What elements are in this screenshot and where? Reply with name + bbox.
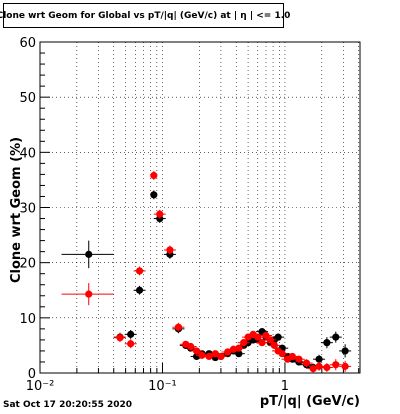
- data-point: [113, 333, 126, 343]
- data-point: [133, 285, 146, 295]
- data-point: [190, 347, 203, 355]
- data-point: [61, 240, 114, 269]
- x-tick-label: 10⁻²: [26, 379, 55, 394]
- data-point: [153, 209, 166, 219]
- data-point: [251, 333, 264, 341]
- x-axis-label: pT/|q| (GeV/c): [260, 394, 360, 409]
- data-point: [124, 329, 137, 339]
- data-point: [320, 337, 333, 349]
- data-point: [313, 361, 326, 371]
- data-point: [61, 283, 114, 306]
- data-point: [276, 350, 289, 358]
- data-point: [150, 171, 158, 180]
- data-point: [264, 336, 277, 344]
- data-point: [300, 359, 313, 367]
- data-point: [232, 344, 245, 352]
- data-point: [237, 339, 250, 347]
- data-point: [329, 359, 342, 371]
- data-point: [320, 363, 333, 372]
- y-tick-label: 20: [19, 257, 36, 272]
- chart-title: Clone wrt Geom for Global vs pT/|q| (GeV…: [0, 3, 290, 28]
- data-point: [292, 355, 305, 363]
- y-axis-label: Clone wrt Geom (%): [9, 137, 24, 283]
- data-points: [61, 171, 352, 373]
- data-point: [133, 266, 146, 276]
- y-tick-label: 0: [28, 367, 36, 382]
- data-point: [339, 344, 352, 358]
- data-point: [214, 352, 227, 361]
- axis-ticks: [39, 41, 360, 374]
- data-point: [150, 190, 158, 200]
- data-point: [339, 360, 352, 372]
- x-tick-label: 10⁻¹: [148, 379, 177, 394]
- data-point: [163, 245, 176, 255]
- data-point: [329, 331, 342, 343]
- y-tick-label: 10: [19, 312, 36, 327]
- grid: [39, 41, 360, 374]
- data-point: [286, 352, 299, 361]
- timestamp: Sat Oct 17 20:20:55 2020: [3, 400, 133, 410]
- y-tick-label: 40: [19, 146, 36, 161]
- data-point: [172, 322, 185, 332]
- data-point: [124, 339, 137, 349]
- data-point: [184, 342, 197, 351]
- y-tick-label: 30: [19, 202, 36, 217]
- series-2: [61, 171, 352, 373]
- y-tick-label: 60: [19, 36, 36, 51]
- data-point: [268, 341, 281, 350]
- plot-frame: [39, 41, 361, 374]
- data-point: [272, 333, 285, 341]
- data-point: [259, 331, 272, 340]
- x-tick-label: 1: [281, 379, 289, 394]
- y-tick-label: 50: [19, 91, 36, 106]
- data-point: [256, 339, 269, 347]
- data-point: [232, 350, 245, 358]
- series-1: [61, 190, 352, 372]
